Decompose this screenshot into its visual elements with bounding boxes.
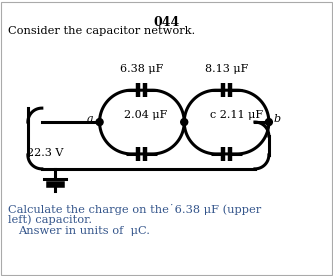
Text: 2.04 μF: 2.04 μF (124, 110, 168, 120)
Text: Answer in units of  μC.: Answer in units of μC. (18, 226, 150, 236)
Text: 22.3 V: 22.3 V (27, 148, 63, 158)
Text: 044: 044 (153, 16, 179, 29)
Circle shape (96, 119, 103, 125)
Circle shape (266, 119, 272, 125)
Text: left) capacitor.: left) capacitor. (8, 215, 92, 225)
Text: 8.13 μF: 8.13 μF (205, 64, 248, 74)
Text: Calculate the charge on the˙6.38 μF (upper: Calculate the charge on the˙6.38 μF (upp… (8, 204, 261, 215)
Circle shape (181, 119, 188, 125)
Text: 6.38 μF: 6.38 μF (120, 64, 164, 74)
Text: Consider the capacitor network.: Consider the capacitor network. (8, 27, 195, 37)
Text: c 2.11 μF: c 2.11 μF (210, 110, 263, 120)
Text: b: b (274, 114, 281, 124)
Text: a: a (87, 114, 94, 124)
